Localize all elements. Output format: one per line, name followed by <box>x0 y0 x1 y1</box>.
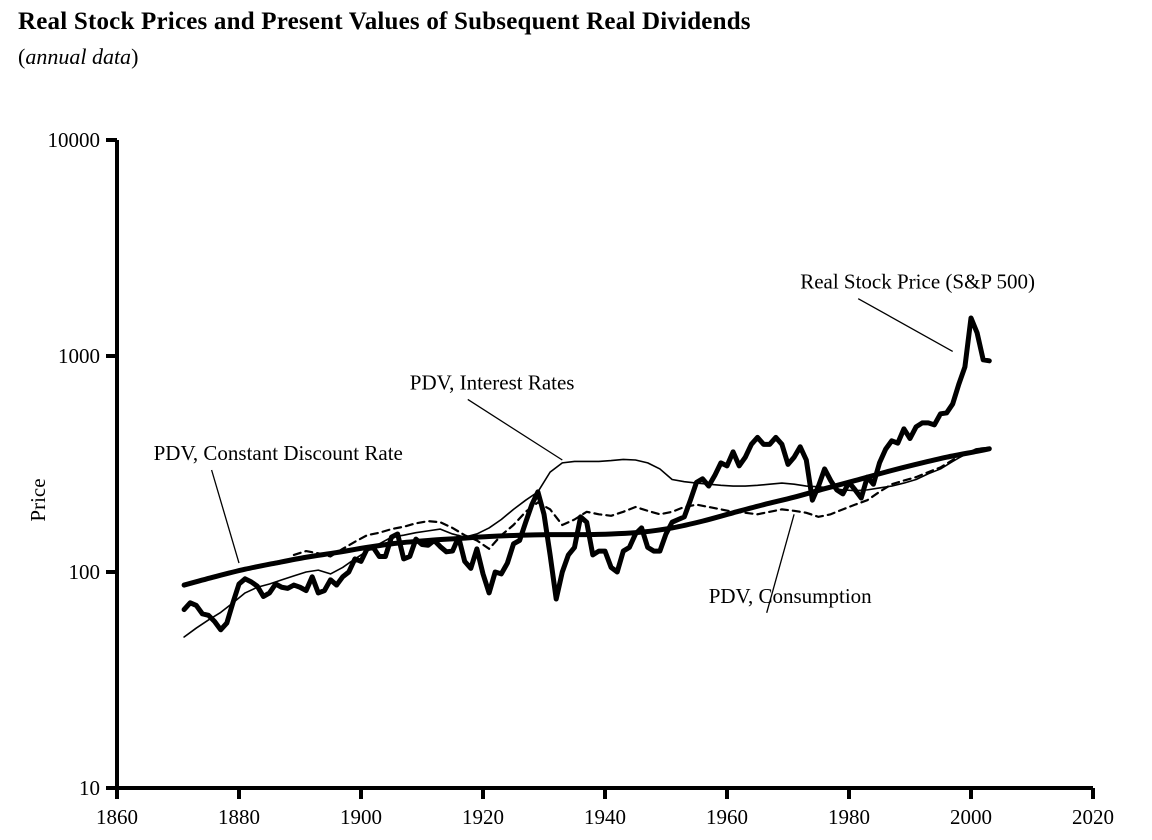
x-tick-label: 1920 <box>462 805 504 829</box>
y-tick-label: 1000 <box>58 344 100 368</box>
annotation-label-pdv-consumption: PDV, Consumption <box>709 584 872 608</box>
subtitle-italic-text: annual data <box>25 44 132 69</box>
x-tick-label: 1900 <box>340 805 382 829</box>
y-tick-label: 10 <box>79 776 100 800</box>
annotation-label-pdv-constant-discount-rate: PDV, Constant Discount Rate <box>154 441 403 465</box>
data-series-group <box>181 315 992 638</box>
annotation-leader-pdv-interest-rates <box>467 398 563 461</box>
series-line-pdv-interest-rates <box>183 446 991 638</box>
x-tick-label: 1940 <box>584 805 626 829</box>
series-line-pdv-consumption <box>292 446 991 558</box>
y-tick-label: 10000 <box>48 128 101 152</box>
annotation-leader-real-stock-price <box>857 298 954 352</box>
y-axis-ticks <box>106 138 117 790</box>
x-tick-label: 1960 <box>706 805 748 829</box>
x-axis-tick-labels: 1860 1880 1900 1920 1940 1960 1980 2000 2020 <box>96 805 1114 829</box>
x-axis-ticks <box>115 788 1095 799</box>
annotation-leader-pdv-constant-discount-rate <box>210 469 240 564</box>
series-line-pdv-constant-discount-rate <box>181 446 992 588</box>
annotation-label-pdv-interest-rates: PDV, Interest Rates <box>410 370 575 394</box>
annotation-label-real-stock-price: Real Stock Price (S&P 500) <box>800 270 1035 294</box>
subtitle-paren-open: ( <box>18 44 26 69</box>
y-axis-title: Price <box>26 478 50 521</box>
axis-group <box>106 138 1095 799</box>
x-tick-label: 2020 <box>1072 805 1114 829</box>
x-tick-label: 2000 <box>950 805 992 829</box>
annotation-leader-pdv-consumption <box>766 514 795 613</box>
annotation-group: Real Stock Price (S&P 500) PDV, Interest … <box>154 270 1035 613</box>
page-title: Real Stock Prices and Present Values of … <box>18 8 751 35</box>
x-tick-label: 1880 <box>218 805 260 829</box>
subtitle-paren-close: ) <box>131 44 139 69</box>
page-subtitle: (annual data) <box>18 44 138 70</box>
x-tick-label: 1980 <box>828 805 870 829</box>
y-tick-label: 100 <box>69 560 101 584</box>
y-axis-tick-labels: 10 100 1000 10000 <box>48 128 101 800</box>
x-tick-label: 1860 <box>96 805 138 829</box>
